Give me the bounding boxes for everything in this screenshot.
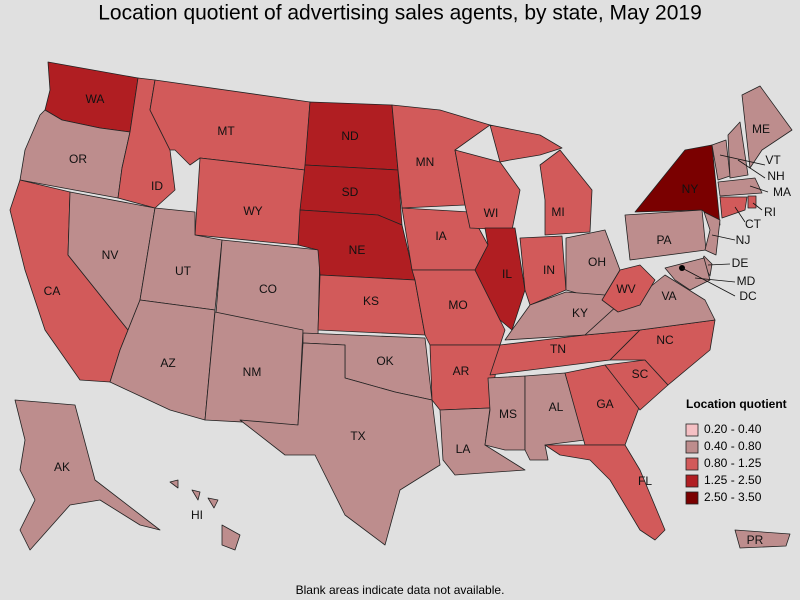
state-label: MT xyxy=(217,124,235,138)
state-label: OR xyxy=(69,152,87,166)
state-shape xyxy=(489,124,563,163)
state-label: AL xyxy=(549,400,564,414)
state-label: VA xyxy=(661,289,676,303)
states xyxy=(9,61,793,551)
state-shape xyxy=(474,227,526,331)
state-label: WA xyxy=(86,92,105,106)
state-label: PR xyxy=(747,533,764,547)
state-label: PA xyxy=(656,233,671,247)
footnote: Blank areas indicate data not available. xyxy=(296,583,505,597)
state-labels: WA OR CA NV ID MT WY UT CO AZ NM ND SD N… xyxy=(44,92,791,547)
state-label: UT xyxy=(175,264,192,278)
state-label: IA xyxy=(435,229,446,243)
state-label: CT xyxy=(745,217,762,231)
state-label: IL xyxy=(502,267,512,281)
legend-swatch xyxy=(685,440,699,454)
state-label: WY xyxy=(243,204,262,218)
title: Location quotient of advertising sales a… xyxy=(98,2,702,25)
state-shape xyxy=(601,264,656,313)
state-shape xyxy=(207,497,219,509)
state-label: DE xyxy=(732,256,749,270)
state-label: VT xyxy=(765,153,781,167)
state-label: NH xyxy=(767,169,784,183)
legend-label: 2.50 - 3.50 xyxy=(704,490,762,504)
state-label: NV xyxy=(102,248,119,262)
state-label: NM xyxy=(243,365,262,379)
state-label: MS xyxy=(499,407,517,421)
state-shape xyxy=(194,157,306,246)
legend-title: Location quotient xyxy=(686,397,787,411)
state-label: CA xyxy=(44,284,61,298)
state-shape xyxy=(747,195,757,209)
state-label: IN xyxy=(543,263,555,277)
state-label: DC xyxy=(739,289,757,303)
legend-label: 0.80 - 1.25 xyxy=(704,456,762,470)
state-label: TN xyxy=(550,342,566,356)
leader-lines xyxy=(681,154,769,297)
state-shape xyxy=(634,144,721,226)
state-label: OK xyxy=(376,354,393,368)
state-label: MO xyxy=(448,298,467,312)
state-label: FL xyxy=(638,474,652,488)
state-label: OH xyxy=(588,255,606,269)
state-shape xyxy=(221,524,241,551)
legend-swatch xyxy=(685,423,699,437)
state-label: RI xyxy=(764,205,776,219)
state-label: AR xyxy=(453,364,470,378)
legend-swatch xyxy=(685,474,699,488)
state-label: AZ xyxy=(160,356,175,370)
state-label: CO xyxy=(259,282,277,296)
state-label: AK xyxy=(54,460,70,474)
legend-label: 0.40 - 0.80 xyxy=(704,439,762,453)
state-label: KS xyxy=(363,294,379,308)
state-shape xyxy=(191,489,201,501)
state-label: SD xyxy=(342,185,359,199)
state-shape xyxy=(719,196,748,219)
state-label: MI xyxy=(551,205,564,219)
state-label: ME xyxy=(752,122,770,136)
state-label: MN xyxy=(416,155,435,169)
legend-label: 0.20 - 0.40 xyxy=(704,422,762,436)
state-label: NC xyxy=(656,333,674,347)
state-shape xyxy=(519,235,567,306)
state-label: TX xyxy=(350,429,365,443)
legend-swatch xyxy=(685,491,699,505)
state-shape xyxy=(539,149,593,236)
legend-swatch xyxy=(685,457,699,471)
state-shape xyxy=(14,399,161,551)
state-label: SC xyxy=(632,367,649,381)
state-shape xyxy=(741,85,793,169)
state-label: LA xyxy=(456,442,471,456)
state-label: HI xyxy=(191,508,203,522)
legend-label: 1.25 - 2.50 xyxy=(704,473,762,487)
state-label: MD xyxy=(737,274,756,288)
state-label: GA xyxy=(596,397,613,411)
state-shape xyxy=(239,342,441,546)
state-label: ID xyxy=(151,179,163,193)
state-shape xyxy=(727,121,749,179)
state-label: NJ xyxy=(736,233,751,247)
state-shape xyxy=(169,479,179,489)
state-label: WV xyxy=(616,282,635,296)
state-label: WI xyxy=(484,206,499,220)
state-label: ND xyxy=(341,129,359,143)
state-label: NE xyxy=(349,243,366,257)
state-label: NY xyxy=(682,182,699,196)
state-shape xyxy=(703,211,721,256)
state-label: KY xyxy=(572,306,588,320)
state-shape xyxy=(734,529,791,549)
state-shape xyxy=(664,257,711,291)
legend: 0.20 - 0.40 0.40 - 0.80 0.80 - 1.25 1.25 - … xyxy=(685,422,762,505)
state-shape xyxy=(717,177,763,197)
state-shape xyxy=(544,444,666,541)
state-label: MA xyxy=(773,185,791,199)
